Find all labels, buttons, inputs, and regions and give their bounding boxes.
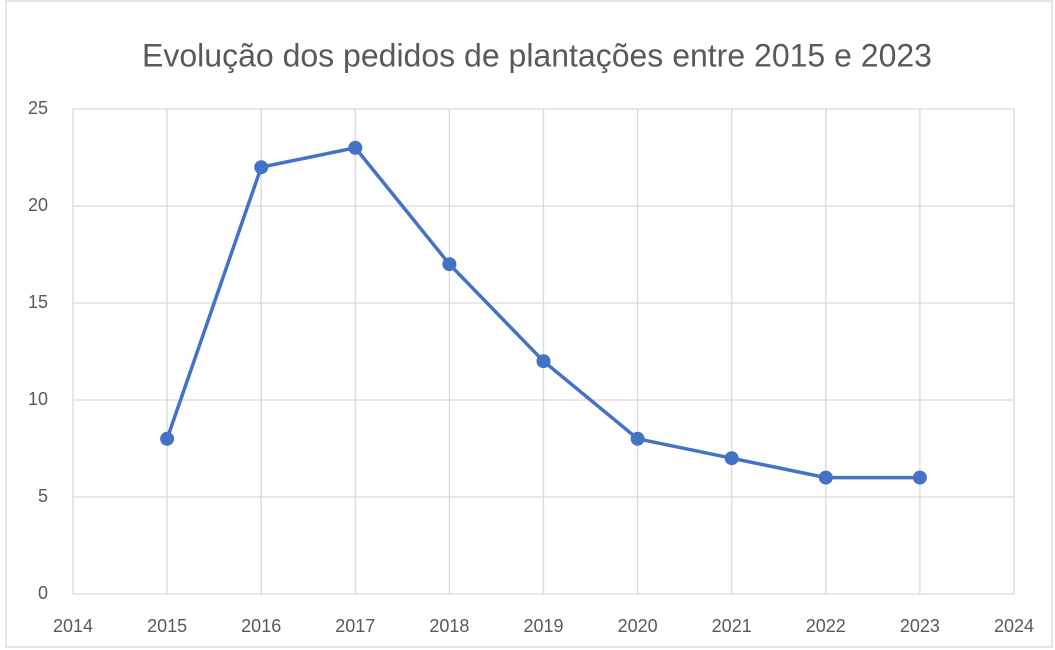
point <box>630 431 645 446</box>
point <box>912 470 927 485</box>
point <box>724 451 739 466</box>
y-tick-label: 0 <box>38 583 48 603</box>
x-tick-label: 2017 <box>335 616 375 636</box>
x-tick-label: 2016 <box>241 616 281 636</box>
x-tick-label: 2019 <box>523 616 563 636</box>
x-tick-label: 2023 <box>900 616 940 636</box>
x-tick-label: 2015 <box>147 616 187 636</box>
point <box>442 257 457 272</box>
y-tick-label: 25 <box>28 98 48 118</box>
x-tick-label: 2018 <box>429 616 469 636</box>
x-tick-label: 2024 <box>994 616 1034 636</box>
x-tick-label: 2022 <box>806 616 846 636</box>
x-tick-label: 2014 <box>53 616 93 636</box>
y-tick-label: 15 <box>28 292 48 312</box>
y-tick-label: 5 <box>38 486 48 506</box>
x-tick-label: 2020 <box>618 616 658 636</box>
point <box>160 431 175 446</box>
chart-border <box>5 0 1053 648</box>
point <box>818 470 833 485</box>
y-tick-label: 10 <box>28 389 48 409</box>
y-tick-label: 20 <box>28 195 48 215</box>
point <box>254 160 269 175</box>
point <box>536 354 551 369</box>
point <box>348 140 363 155</box>
x-tick-label: 2021 <box>712 616 752 636</box>
chart-title: Evolução dos pedidos de plantações entre… <box>142 37 932 73</box>
